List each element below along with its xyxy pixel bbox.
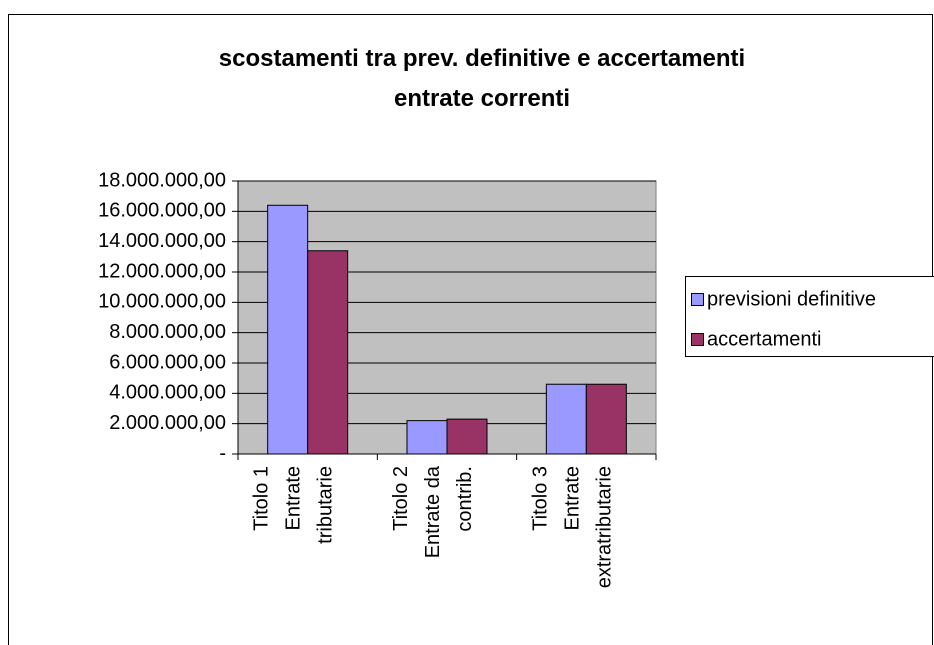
y-tick-label: 10.000.000,00 — [98, 291, 226, 313]
legend-swatch — [691, 293, 704, 306]
y-tick-label: 4.000.000,00 — [109, 382, 226, 404]
chart-title: scostamenti tra prev. definitive e accer… — [219, 45, 745, 112]
bar — [545, 383, 587, 455]
bar — [267, 204, 309, 455]
y-tick-label: - — [219, 442, 226, 464]
y-tick-label: 8.000.000,00 — [109, 321, 226, 343]
bar — [307, 250, 349, 455]
y-tick-label: 14.000.000,00 — [98, 230, 226, 252]
legend-swatch — [691, 333, 704, 346]
y-tick-label: 18.000.000,00 — [98, 169, 226, 191]
x-tick-label: Titolo 3 Entrate extratributarie — [530, 466, 616, 588]
y-tick-label: 2.000.000,00 — [109, 412, 226, 434]
x-tick-label: Titolo 2 Entrate da contrib. — [390, 465, 476, 558]
y-tick-label: 12.000.000,00 — [98, 260, 226, 282]
x-tick-label: Titolo 1 Entrate tributarie — [251, 466, 337, 544]
legend-box — [685, 276, 934, 357]
bar — [406, 420, 448, 455]
bar — [585, 383, 627, 455]
legend-label: previsioni definitive — [707, 288, 876, 310]
y-tick-label: 16.000.000,00 — [98, 200, 226, 222]
y-tick-label: 6.000.000,00 — [109, 351, 226, 373]
legend-label: accertamenti — [707, 328, 822, 350]
bar — [446, 418, 488, 455]
